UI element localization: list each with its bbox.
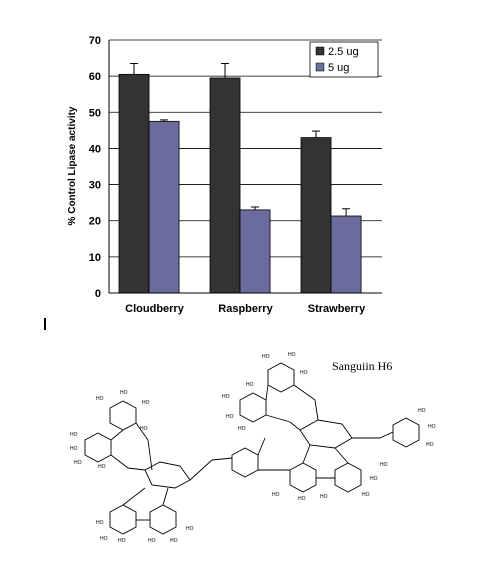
y-axis-label: % Control Lipase activity <box>67 106 78 225</box>
y-tick-label: 30 <box>89 180 101 192</box>
hydroxyl-label: HO <box>100 536 108 542</box>
hydroxyl-label: HO <box>262 354 270 360</box>
hydroxyl-label: HO <box>380 462 388 468</box>
structure-title: Sanguiin H6 <box>332 359 392 373</box>
hydroxyl-label: HO <box>362 492 370 498</box>
hydroxyl-label: HO <box>428 424 436 430</box>
molecule-bonds <box>84 362 420 535</box>
y-tick-label: 0 <box>95 288 101 300</box>
hydroxyl-label: HO <box>70 432 78 438</box>
hydroxyl-label: HO <box>238 426 246 432</box>
hydroxyl-label: HO <box>272 492 280 498</box>
bar <box>118 73 150 294</box>
hydroxyl-label: HO <box>320 494 328 500</box>
hydroxyl-label: HO <box>298 496 306 502</box>
y-tick-label: 40 <box>89 143 101 155</box>
legend: 2.5 ug 5 ug <box>309 41 379 78</box>
y-tick-label: 60 <box>89 71 101 83</box>
y-tick-labels: 0 10 20 30 40 50 60 70 <box>89 35 101 300</box>
hydroxyl-label: HO <box>246 382 254 388</box>
category-label: Cloudberry <box>125 303 185 315</box>
hydroxyl-label: HO <box>186 526 194 532</box>
hydroxyl-label: HO <box>98 464 106 470</box>
bar <box>239 209 271 294</box>
hydroxyl-label: HO <box>170 538 178 544</box>
bar <box>209 77 241 294</box>
legend-label-5-ug: 5 ug <box>328 62 349 74</box>
legend-swatch-2-5-ug <box>315 46 325 56</box>
bar <box>148 120 180 294</box>
hydroxyl-label: HO <box>288 352 296 358</box>
hydroxyl-label: HO <box>426 442 434 448</box>
hydroxyl-label: HO <box>120 390 128 396</box>
hydroxyl-label: HO <box>370 476 378 482</box>
legend-label-2-5-ug: 2.5 ug <box>328 46 359 58</box>
bar <box>300 137 332 294</box>
hydroxyl-label: HO <box>226 414 234 420</box>
hydroxyl-label: HO <box>140 426 148 432</box>
legend-swatch-5-ug <box>315 62 325 72</box>
sanguiin-h6-structure: Sanguiin H6 <box>70 352 436 544</box>
hydroxyl-label: HO <box>300 370 308 376</box>
bar <box>330 215 362 294</box>
figure-marker <box>44 318 46 330</box>
hydroxyl-label: HO <box>70 446 78 452</box>
hydroxyl-label: HO <box>222 394 230 400</box>
y-tick-label: 50 <box>89 107 101 119</box>
y-tick-label: 10 <box>89 252 101 264</box>
hydroxyl-label: HO <box>142 400 150 406</box>
hydroxyl-label: HO <box>96 396 104 402</box>
hydroxyl-label: HO <box>118 538 126 544</box>
category-labels: Cloudberry Raspberry Strawberry <box>125 303 366 315</box>
error-bars <box>130 62 351 217</box>
hydroxyl-label: HO <box>96 520 104 526</box>
y-tick-label: 70 <box>89 35 101 47</box>
bar-chart: 0 10 20 30 40 50 60 70 Cloudberry Raspberry Straw… <box>67 35 382 315</box>
category-label: Strawberry <box>308 303 366 315</box>
hydroxyl-label: HO <box>418 408 426 414</box>
hydroxyl-label: HO <box>74 460 82 466</box>
hydroxyl-label: HO <box>148 538 156 544</box>
category-label: Raspberry <box>218 303 273 315</box>
hydroxyl-labels: HO HO HO HO HO HO HO HO HO HO HO HO HO HO HO HO HO HO HO HO… <box>70 352 436 544</box>
bars <box>118 73 362 294</box>
y-tick-label: 20 <box>89 216 101 228</box>
